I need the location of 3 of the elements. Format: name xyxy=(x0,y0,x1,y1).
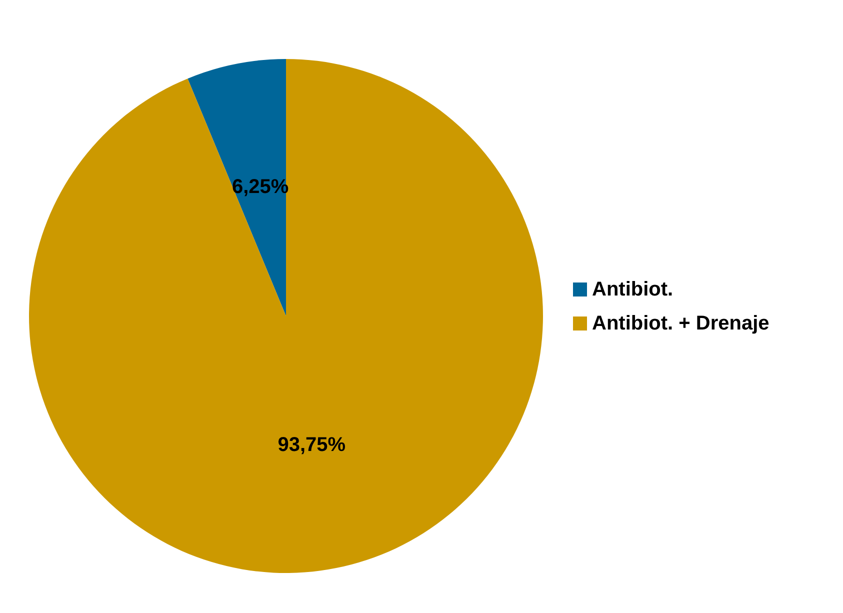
data-label: 93,75% xyxy=(278,434,346,456)
legend-label: Antibiot. xyxy=(592,278,674,300)
legend-label: Antibiot. + Drenaje xyxy=(592,312,770,334)
